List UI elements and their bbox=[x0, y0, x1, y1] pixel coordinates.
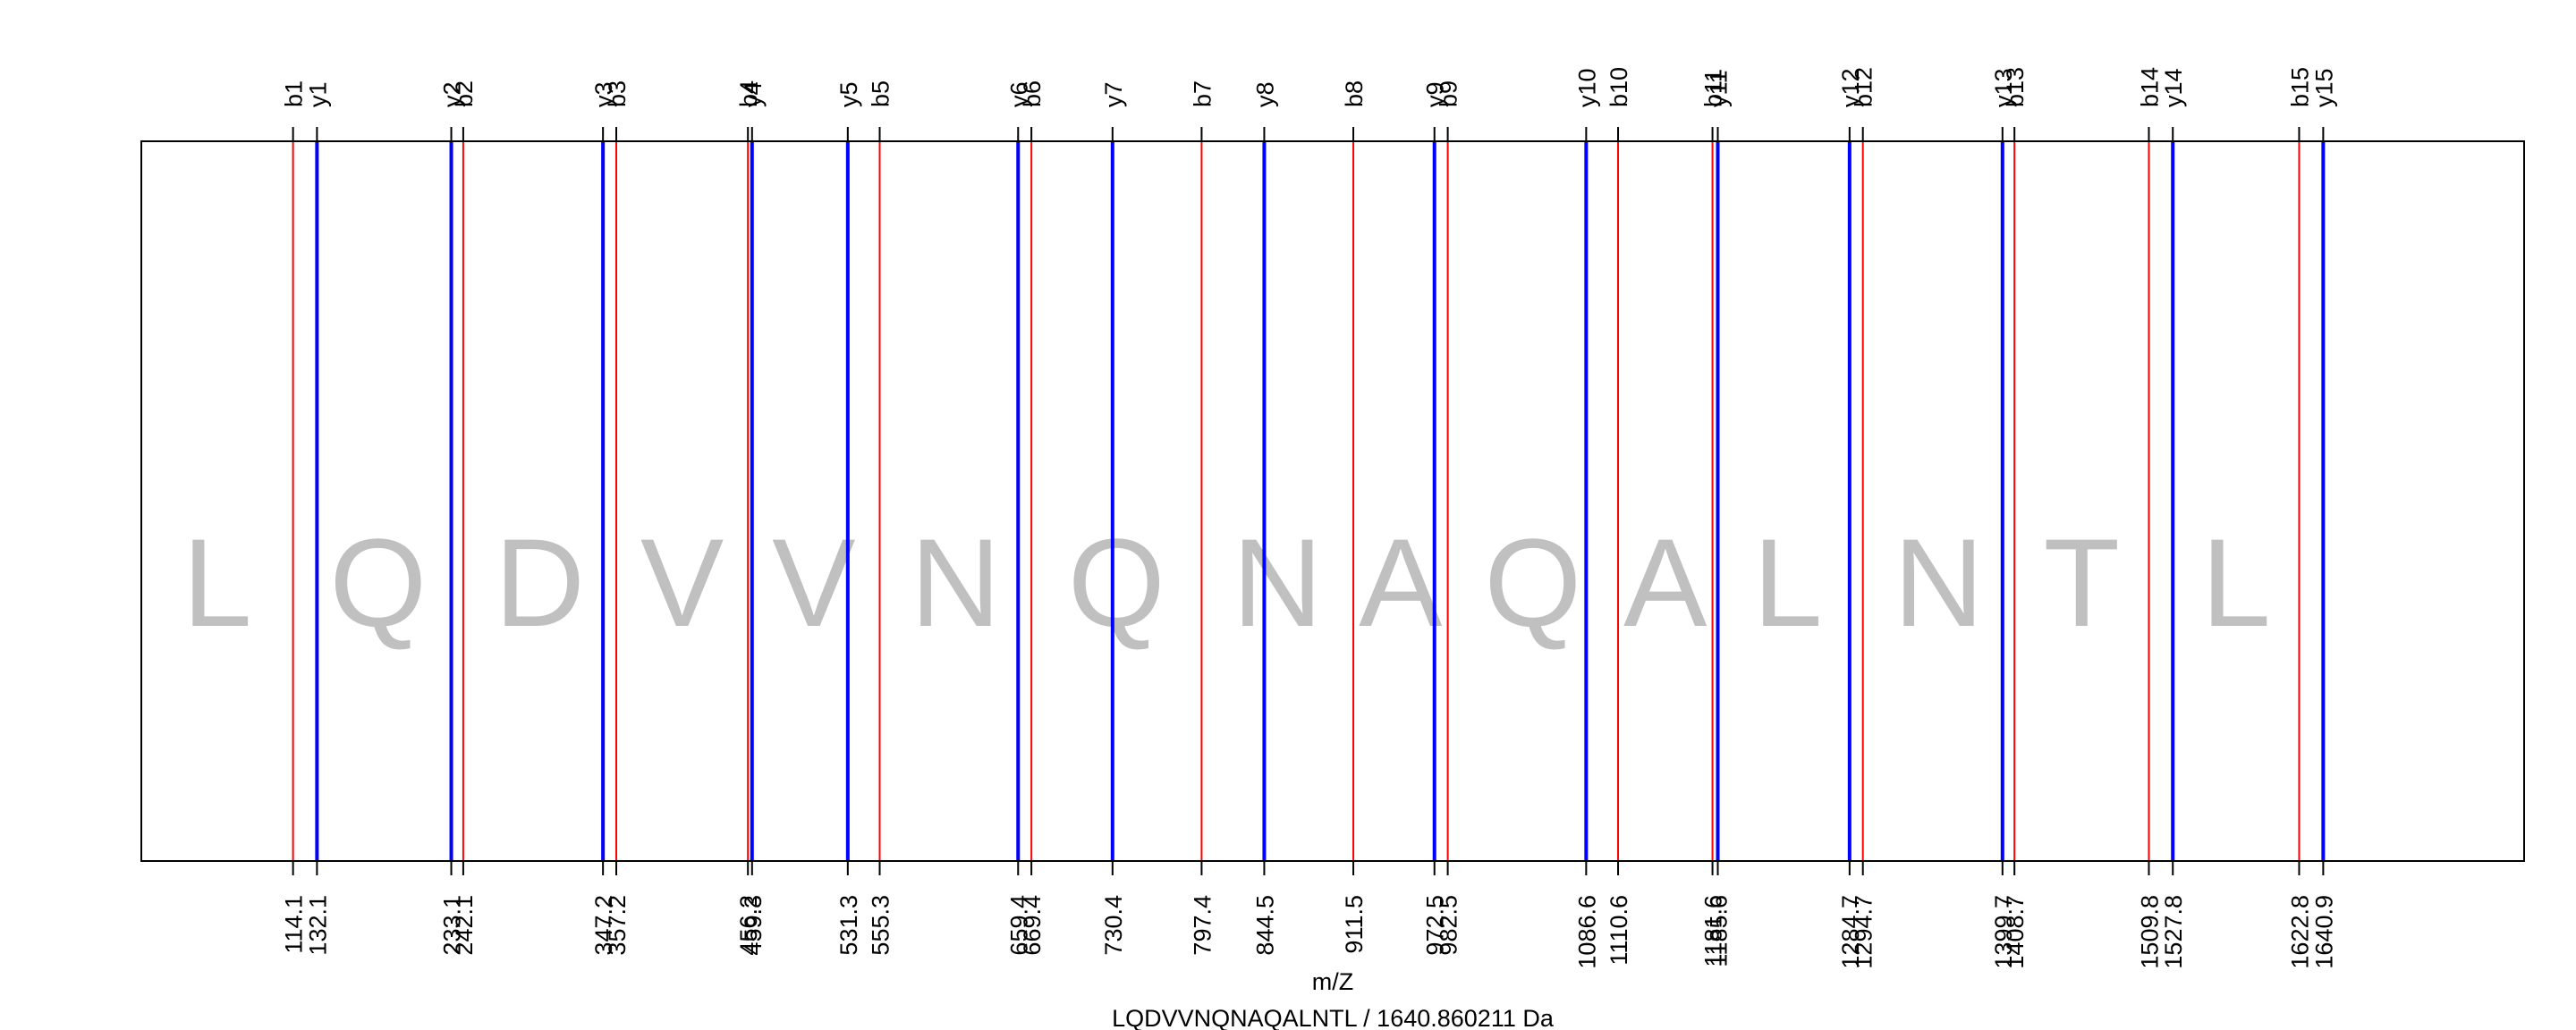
b-ion-name: b5 bbox=[868, 80, 894, 107]
y-ion-name: y11 bbox=[1706, 70, 1733, 107]
b-ion-name: b6 bbox=[1019, 80, 1046, 107]
b-ion-mz-label: 1181.6 bbox=[1700, 895, 1727, 967]
plot-frame bbox=[140, 140, 2525, 862]
residue-letter: N bbox=[1233, 512, 1323, 653]
y-ion-mz-label: 730.4 bbox=[1100, 895, 1127, 956]
y-ion-name: y5 bbox=[835, 81, 862, 107]
residue-letter: Q bbox=[329, 512, 427, 653]
b-ion-name: b9 bbox=[1436, 80, 1462, 107]
residue-letter: V bbox=[772, 512, 855, 653]
residue-letter: N bbox=[1894, 512, 1984, 653]
y-ion-mz-label: 132.1 bbox=[304, 895, 331, 956]
y-ion-mz-label: 972.5 bbox=[1422, 895, 1449, 956]
y-ion-mz-label: 1527.8 bbox=[2160, 895, 2187, 969]
chart-caption: LQDVVNQNAQALNTL / 1640.860211 Da bbox=[1112, 1005, 1555, 1030]
b-ion-mz-label: 911.5 bbox=[1341, 895, 1368, 954]
b-ion-mz-label: 1408.7 bbox=[2002, 895, 2029, 969]
b-ion-mz-label: 357.2 bbox=[604, 895, 631, 956]
b-ion-name: b4 bbox=[735, 80, 762, 107]
b-ion-mz-label: 1622.8 bbox=[2286, 895, 2313, 969]
b-ion-mz-label: 669.4 bbox=[1019, 895, 1046, 956]
b-ion-series: b1 114.1 b2 242.1 b3 357.2 b4 456.2 b5 555.3 b6 669… bbox=[281, 67, 2314, 969]
residue-letter: N bbox=[911, 512, 1001, 653]
b-ion-mz-label: 242.1 bbox=[451, 895, 478, 956]
y-ion-mz-label: 233.1 bbox=[439, 895, 466, 956]
b-ion-mz-label: 1110.6 bbox=[1606, 895, 1632, 966]
y-ion-mz-label: 531.3 bbox=[835, 895, 862, 956]
b-ion-mz-label: 982.5 bbox=[1436, 895, 1462, 956]
b-ion-name: b15 bbox=[2286, 67, 2313, 107]
y-ion-name: y6 bbox=[1005, 81, 1032, 107]
y-ion-mz-label: 844.5 bbox=[1251, 895, 1278, 956]
b-ion-name: b10 bbox=[1606, 67, 1632, 107]
y-ion-mz-label: 1185.6 bbox=[1706, 895, 1733, 967]
b-ion-name: b3 bbox=[604, 80, 631, 107]
y-ion-mz-label: 347.2 bbox=[590, 895, 617, 956]
b-ion-mz-label: 1294.7 bbox=[1851, 895, 1877, 969]
residue-letter: L bbox=[2201, 512, 2271, 653]
y-ion-mz-label: 459.3 bbox=[740, 895, 767, 956]
b-ion-name: b1 bbox=[281, 80, 308, 107]
y-ion-name: y4 bbox=[740, 81, 767, 107]
y-ion-name: y15 bbox=[2310, 68, 2337, 107]
y-ion-name: y7 bbox=[1100, 81, 1127, 107]
b-ion-mz-label: 114.1 bbox=[281, 895, 308, 954]
y-ion-name: y9 bbox=[1422, 81, 1449, 107]
b-ion-mz-label: 555.3 bbox=[868, 895, 894, 956]
residue-letter: Q bbox=[1484, 512, 1581, 653]
y-ion-name: y13 bbox=[1990, 68, 2017, 107]
y-ion-name: y14 bbox=[2160, 68, 2187, 107]
residue-letter: A bbox=[1359, 512, 1443, 653]
y-ion-name: y10 bbox=[1573, 68, 1600, 107]
residue-letter: L bbox=[1753, 512, 1823, 653]
y-ion-mz-label: 1640.9 bbox=[2310, 895, 2337, 969]
b-ion-name: b2 bbox=[451, 80, 478, 107]
y-ion-name: y3 bbox=[590, 81, 617, 107]
y-ion-name: y12 bbox=[1837, 68, 1864, 107]
y-ion-mz-label: 659.4 bbox=[1005, 895, 1032, 956]
y-ion-name: y1 bbox=[304, 81, 331, 107]
b-ion-name: b7 bbox=[1189, 80, 1216, 107]
b-ion-mz-label: 797.4 bbox=[1189, 895, 1216, 956]
y-ion-mz-label: 1086.6 bbox=[1573, 895, 1600, 969]
b-ion-name: b11 bbox=[1700, 69, 1727, 107]
b-ion-mz-label: 456.2 bbox=[735, 895, 762, 956]
residue-letter: A bbox=[1623, 512, 1707, 653]
residue-letter: D bbox=[495, 512, 585, 653]
y-ion-name: y8 bbox=[1251, 81, 1278, 107]
x-axis-label: m/Z bbox=[1312, 968, 1354, 995]
y-ion-mz-label: 1399.7 bbox=[1990, 895, 2017, 969]
b-ion-name: b12 bbox=[1851, 67, 1877, 107]
b-ion-name: b13 bbox=[2002, 67, 2029, 107]
residue-letter: V bbox=[640, 512, 724, 653]
residue-letter: L bbox=[182, 512, 252, 653]
y-ion-series: y1 132.1 y2 233.1 y3 347.2 y4 459.3 y5 531.3 y6 659… bbox=[304, 68, 2337, 968]
b-ion-name: b14 bbox=[2136, 67, 2163, 107]
residue-letter: T bbox=[2044, 512, 2121, 653]
y-ion-name: y2 bbox=[439, 81, 466, 107]
b-ion-mz-label: 1509.8 bbox=[2136, 895, 2163, 969]
y-ion-mz-label: 1284.7 bbox=[1837, 895, 1864, 969]
residue-letter: Q bbox=[1068, 512, 1165, 653]
b-ion-name: b8 bbox=[1341, 80, 1368, 107]
